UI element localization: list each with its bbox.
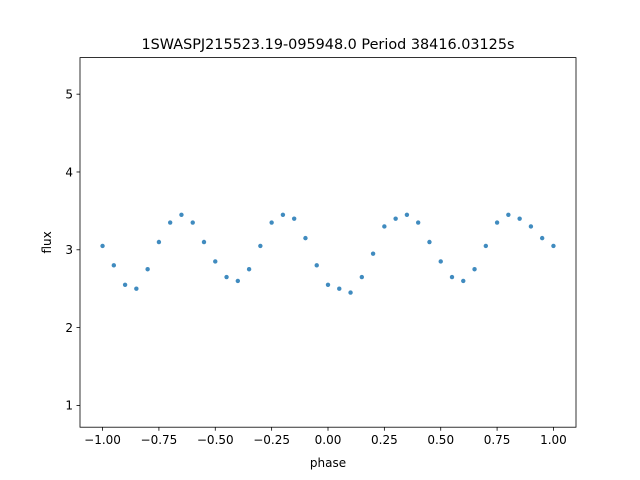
y-tick-label: 3	[65, 243, 73, 257]
data-point	[190, 220, 195, 225]
data-point	[167, 220, 173, 225]
data-point	[111, 263, 117, 268]
data-point	[461, 278, 466, 284]
data-point	[382, 224, 387, 229]
data-point	[325, 282, 331, 288]
x-axis-ticks: −1.00 −0.75 −0.50 −0.25 0.00 0.25 0.50 0.75 1.00	[84, 427, 567, 447]
y-tick-label: 5	[65, 87, 73, 101]
data-point	[100, 243, 105, 249]
data-point	[438, 259, 443, 264]
data-point	[494, 220, 500, 225]
data-point	[246, 267, 252, 272]
data-point	[134, 286, 139, 291]
data-point	[517, 216, 522, 221]
chart-title: 1SWASPJ215523.19-095948.0 Period 38416.0…	[142, 37, 515, 53]
data-point	[213, 259, 218, 264]
x-tick-label: −1.00	[84, 433, 121, 447]
y-tick-label: 1	[65, 399, 73, 413]
x-tick-label: −0.25	[253, 433, 290, 447]
data-point	[179, 212, 184, 217]
data-point	[337, 286, 342, 291]
data-point	[528, 224, 534, 229]
data-point	[415, 220, 421, 225]
data-point	[201, 239, 207, 245]
scatter-points	[100, 212, 556, 295]
data-point	[359, 274, 365, 280]
data-point	[404, 212, 410, 217]
x-tick-label: −0.50	[197, 433, 234, 447]
data-point	[348, 290, 353, 295]
data-point	[427, 239, 432, 245]
y-tick-label: 2	[65, 321, 73, 335]
x-tick-label: 0.00	[315, 433, 342, 447]
data-point	[393, 216, 398, 221]
x-tick-label: −0.75	[141, 433, 178, 447]
data-point	[314, 263, 319, 268]
y-axis-label: flux	[40, 231, 54, 253]
data-point	[122, 282, 128, 288]
data-point	[291, 216, 297, 221]
data-point	[269, 220, 274, 225]
data-point	[472, 267, 477, 272]
data-point	[235, 278, 241, 284]
data-point	[483, 243, 489, 249]
data-point	[224, 274, 229, 280]
data-point	[551, 243, 556, 249]
data-point	[506, 212, 511, 217]
x-axis-label: phase	[310, 456, 346, 470]
data-point	[449, 274, 455, 280]
data-point	[539, 235, 545, 241]
y-tick-label: 4	[65, 165, 73, 179]
data-point	[280, 212, 286, 217]
x-tick-label: 0.50	[427, 433, 454, 447]
x-tick-label: 0.75	[484, 433, 511, 447]
x-tick-label: 0.25	[371, 433, 398, 447]
data-point	[258, 243, 263, 249]
data-point	[145, 267, 150, 272]
data-point	[156, 239, 162, 245]
x-tick-label: 1.00	[540, 433, 567, 447]
y-axis-ticks: 1 2 3 4 5	[65, 87, 80, 413]
data-point	[303, 235, 308, 241]
data-point	[370, 251, 376, 256]
